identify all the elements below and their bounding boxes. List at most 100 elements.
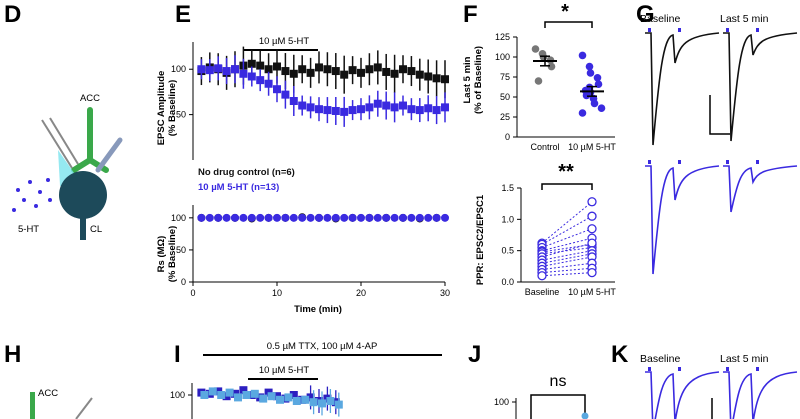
- h-acc-axon-icon: [30, 392, 35, 419]
- chart-e-top: 100 50: [171, 42, 449, 160]
- e-bottom-ytick: 50: [176, 245, 186, 255]
- f-bottom-pair-line: [541, 242, 593, 258]
- e-bottom-point-drug: [340, 213, 349, 222]
- e-top-point-drug: [382, 101, 391, 110]
- e-bottom-point-drug: [315, 213, 323, 222]
- e-bottom-point-drug: [399, 213, 407, 222]
- f-bottom-sig-bracket: [541, 183, 593, 190]
- chart-f-top: 125 100 75 50 25 0 Control 10 µM 5-HT: [495, 21, 616, 152]
- f-bottom-point-drug: [587, 211, 597, 221]
- f-bottom-pair-line: [541, 272, 593, 277]
- f-bottom-pair-line: [541, 262, 593, 270]
- e-top-point-drug: [432, 106, 441, 115]
- e-bottom-point-drug: [331, 213, 340, 222]
- f-bottom-pair-line: [541, 247, 593, 255]
- k-trace-baseline: [645, 371, 720, 419]
- e-top-point-drug: [315, 105, 323, 114]
- i-point-light: [284, 393, 293, 402]
- e-top-point-control: [298, 65, 307, 74]
- f-bottom-pair-line: [541, 201, 593, 244]
- e-xtick: 0: [190, 288, 195, 298]
- f-top-point-control: [539, 53, 548, 61]
- e-top-point-drug: [365, 103, 374, 112]
- e-bottom-point-drug: [281, 213, 290, 222]
- e-top-point-drug: [264, 79, 273, 88]
- f-bottom-point-drug: [587, 238, 597, 248]
- f-top-ytick: 100: [495, 52, 510, 62]
- e-top-point-drug: [424, 104, 433, 113]
- e-top-point-drug: [247, 72, 256, 81]
- e-bottom-point-drug: [390, 213, 399, 222]
- f-top-point-drug: [590, 99, 599, 108]
- e-xtick: 20: [356, 288, 366, 298]
- e-bottom-ytick: 100: [171, 213, 186, 223]
- i-point-light: [250, 389, 259, 398]
- f-top-point-control: [531, 45, 540, 53]
- h-pipette-icon: [75, 397, 93, 419]
- i-point-light: [242, 391, 251, 399]
- e-bottom-point-drug: [424, 213, 433, 222]
- e-top-point-drug: [399, 101, 407, 110]
- acc-axon-icon: [71, 107, 109, 173]
- f-bottom-pair-line: [541, 267, 593, 274]
- f-bottom-ytick: 0.5: [501, 246, 514, 256]
- i-point-light: [234, 393, 242, 402]
- g-trace-control-last: [723, 32, 798, 142]
- panel-label-d: D: [4, 1, 21, 28]
- f-bottom-point-drug: [587, 197, 597, 207]
- panel-label-i: I: [174, 341, 181, 368]
- serotonin-dots-icon: [12, 178, 52, 212]
- f-top-ylabel: Last 5 min: [462, 56, 473, 103]
- i-point-light: [217, 391, 226, 399]
- i-point-light: [318, 399, 326, 408]
- f-top-xtick: Control: [530, 142, 559, 152]
- e-top-point-control: [256, 61, 265, 70]
- e-top-point-drug: [407, 105, 416, 114]
- e-xtick: 30: [440, 288, 450, 298]
- k-trace-last: [723, 371, 798, 419]
- e-top-point-drug: [306, 103, 315, 112]
- acc-label: ACC: [80, 93, 100, 104]
- g-stim-marker: [678, 160, 681, 164]
- e-bottom-point-drug: [205, 213, 214, 222]
- e-bottom-point-drug: [289, 213, 298, 222]
- e-xlabel: Time (min): [294, 304, 342, 315]
- e-top-point-control: [415, 70, 424, 79]
- f-top-point-drug: [593, 74, 602, 82]
- e-bottom-point-drug: [214, 213, 223, 222]
- e-top-point-drug: [373, 99, 382, 108]
- f-top-xtick: 10 µM 5-HT: [568, 142, 616, 152]
- e-bottom-point-drug: [357, 213, 365, 222]
- e-top-point-control: [424, 72, 433, 81]
- drug-label: 5-HT: [18, 224, 39, 235]
- e-top-point-drug: [390, 103, 399, 112]
- e-bottom-point-drug: [264, 213, 273, 222]
- e-bottom-point-drug: [247, 213, 256, 222]
- cell-axon-icon: [80, 218, 86, 240]
- e-top-point-control: [390, 69, 399, 78]
- scale-bar-g: [709, 95, 730, 135]
- e-top-point-control: [315, 63, 323, 72]
- g-stim-marker: [678, 28, 681, 32]
- e-top-point-drug: [256, 76, 265, 85]
- e-top-ylabel: EPSC Amplitude: [156, 71, 167, 146]
- g-stim-marker: [756, 160, 759, 164]
- i-point-light: [292, 397, 301, 405]
- f-top-point-drug: [586, 69, 595, 77]
- j-ns-label: ns: [550, 373, 567, 390]
- f-bottom-ytick: 1.0: [501, 214, 514, 224]
- j-point: [581, 412, 589, 419]
- e-top-ytick: 50: [176, 110, 186, 120]
- panel-label-h: H: [4, 341, 21, 368]
- f-top-point-control: [547, 62, 556, 71]
- e-top-point-drug: [289, 97, 298, 105]
- f-bottom-pair-line: [541, 228, 593, 249]
- panel-label-f: F: [463, 1, 478, 28]
- e-top-point-control: [399, 65, 407, 74]
- i-point-light: [200, 391, 209, 399]
- e-top-point-control: [340, 70, 349, 79]
- e-top-point-drug: [231, 65, 239, 74]
- e-top-point-drug: [214, 64, 223, 73]
- i-point-light: [267, 392, 276, 401]
- f-bottom-point-drug: [587, 267, 597, 278]
